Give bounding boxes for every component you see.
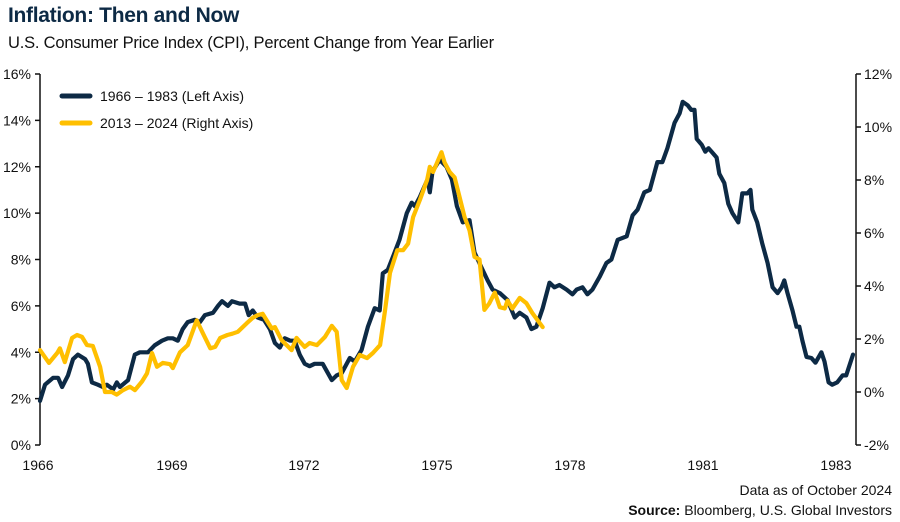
x-tick-label: 1978 <box>554 457 585 473</box>
left-tick-label: 2% <box>11 391 31 407</box>
right-tick-label: 2% <box>864 331 884 347</box>
x-tick-label: 1981 <box>687 457 718 473</box>
left-tick-label: 16% <box>3 66 31 82</box>
legend-label-2013-2024: 2013 – 2024 (Right Axis) <box>100 115 253 131</box>
chart-title: Inflation: Then and Now <box>8 4 240 27</box>
legend: 1966 – 1983 (Left Axis) 2013 – 2024 (Rig… <box>59 88 253 131</box>
left-tick-label: 14% <box>3 112 31 128</box>
series-line-1966-1983 <box>37 99 856 403</box>
axes: 0% 2% 4% 6% 8% 10% 12% 14% 16% -2% 0% 2% 4% 6% 8% 10% 12… <box>3 66 892 473</box>
right-tick-label: 4% <box>864 278 884 294</box>
right-tick-label: 6% <box>864 225 884 241</box>
left-tick-label: 4% <box>11 344 31 360</box>
right-tick-label: 12% <box>864 66 892 82</box>
source-text: Bloomberg, U.S. Global Investors <box>680 502 892 518</box>
series-line-2013-2024 <box>37 150 545 397</box>
legend-label-1966-1983: 1966 – 1983 (Left Axis) <box>100 88 244 104</box>
left-tick-label: 8% <box>11 252 31 268</box>
x-tick-label: 1983 <box>820 457 851 473</box>
left-tick-label: 6% <box>11 298 31 314</box>
data-as-of-note: Data as of October 2024 <box>739 482 892 498</box>
source-label: Source: <box>628 502 681 518</box>
x-tick-label: 1972 <box>288 457 319 473</box>
x-tick-label: 1969 <box>156 457 187 473</box>
left-tick-label: 12% <box>3 159 31 175</box>
source-note: Source: Bloomberg, U.S. Global Investors <box>628 502 892 518</box>
chart-subtitle: U.S. Consumer Price Index (CPI), Percent… <box>8 34 494 52</box>
right-tick-label: 0% <box>864 384 884 400</box>
right-tick-label: -2% <box>864 437 889 453</box>
x-tick-label: 1966 <box>22 457 53 473</box>
series-lines <box>37 99 856 403</box>
left-tick-label: 10% <box>3 205 31 221</box>
left-tick-label: 0% <box>11 437 31 453</box>
x-tick-label: 1975 <box>421 457 452 473</box>
right-tick-label: 10% <box>864 119 892 135</box>
right-tick-label: 8% <box>864 172 884 188</box>
